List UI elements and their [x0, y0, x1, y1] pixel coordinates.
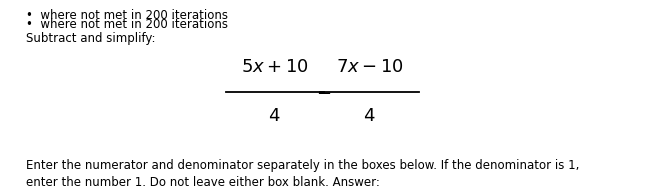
Text: enter the number 1. Do not leave either box blank. Answer:: enter the number 1. Do not leave either …	[26, 176, 380, 189]
Text: •  where not met in 200 iterations: • where not met in 200 iterations	[26, 9, 228, 22]
Text: Subtract and simplify:: Subtract and simplify:	[26, 32, 156, 45]
Text: $4$: $4$	[268, 107, 281, 125]
Text: Enter the numerator and denominator separately in the boxes below. If the denomi: Enter the numerator and denominator sepa…	[26, 159, 579, 172]
Text: $5x + 10$: $5x + 10$	[241, 58, 309, 76]
Text: $4$: $4$	[363, 107, 376, 125]
Text: $-$: $-$	[316, 83, 332, 101]
Text: $7x - 10$: $7x - 10$	[336, 58, 404, 76]
Text: •  where not met in 200 iterations: • where not met in 200 iterations	[26, 18, 228, 31]
